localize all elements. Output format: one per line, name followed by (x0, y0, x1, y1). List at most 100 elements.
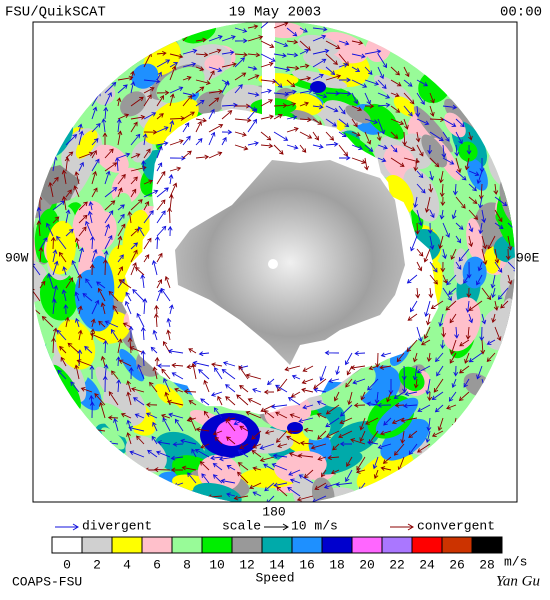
speed-patch (39, 270, 79, 321)
colorbar-tick: 10 (209, 557, 225, 572)
wind-arrow (390, 144, 398, 153)
wind-arrow (226, 492, 236, 498)
colorbar-box (381, 536, 413, 554)
colorbar-box (411, 536, 443, 554)
speed-patch (90, 255, 115, 311)
wind-arrow (239, 443, 249, 449)
wind-arrow (412, 352, 418, 363)
wind-arrow (33, 262, 41, 276)
wind-arrow (172, 441, 184, 447)
wind-arrow (116, 118, 122, 133)
wind-arrow (312, 58, 327, 68)
wind-arrow (221, 62, 237, 68)
speed-patch (216, 420, 248, 446)
wind-arrow (169, 53, 184, 59)
wind-arrow (126, 380, 132, 393)
wind-arrow (52, 249, 58, 263)
wind-arrow (117, 223, 126, 237)
wind-arrow (324, 350, 340, 356)
wind-arrow (455, 157, 462, 174)
wind-arrow (264, 429, 275, 435)
wind-arrow (225, 384, 236, 393)
wind-arrow (212, 474, 223, 484)
wind-arrow (65, 209, 71, 224)
wind-arrow (200, 443, 210, 449)
wind-arrow (208, 151, 223, 159)
wind-arrow (490, 287, 496, 299)
wind-arrow (416, 248, 424, 257)
wind-arrow (468, 183, 477, 192)
wind-arrow (338, 131, 347, 138)
wind-arrow (270, 404, 288, 409)
wind-arrow (171, 362, 184, 368)
wind-arrow (455, 170, 467, 181)
wind-arrow (156, 252, 163, 263)
wind-arrow (415, 105, 421, 118)
wind-arrow (104, 235, 113, 250)
wind-arrow (174, 418, 184, 432)
wind-arrow (77, 329, 83, 341)
wind-arrow (437, 417, 444, 432)
wind-arrow (169, 86, 184, 94)
wind-arrow (47, 273, 54, 289)
wind-arrow (377, 157, 387, 163)
colorbar-unit: m/s (504, 554, 527, 569)
wind-arrow (233, 417, 249, 426)
wind-arrow (117, 254, 124, 263)
wind-arrow (374, 391, 380, 405)
wind-arrow (284, 365, 301, 372)
speed-patch (356, 451, 414, 492)
wind-arrow (365, 417, 379, 425)
wind-arrow (273, 91, 290, 97)
wind-arrow (98, 320, 106, 328)
wind-arrow (263, 463, 275, 471)
wind-arrow (289, 478, 301, 484)
wind-arrow (390, 105, 401, 113)
wind-arrow (143, 201, 150, 211)
wind-arrow (245, 373, 262, 380)
colorbar-title: Speed (255, 570, 294, 585)
wind-arrow (192, 360, 210, 367)
wind-arrow (299, 49, 310, 55)
wind-arrow (130, 96, 144, 107)
wind-arrow (112, 305, 119, 315)
wind-arrow (166, 399, 184, 406)
wind-arrow (195, 120, 202, 133)
wind-arrow (468, 131, 473, 141)
wind-arrow (299, 117, 312, 123)
wind-arrow (436, 365, 444, 377)
wind-arrow (449, 339, 457, 355)
wind-arrow (408, 443, 418, 456)
wind-arrow (138, 226, 145, 237)
wind-arrow (214, 436, 223, 445)
wind-arrow (317, 430, 327, 440)
wind-arrow (373, 469, 379, 480)
wind-arrow (286, 144, 299, 150)
wind-arrow (208, 131, 216, 146)
wind-arrow (260, 114, 274, 120)
wind-arrow (416, 170, 424, 179)
wind-arrow (120, 412, 132, 419)
wind-arrow (222, 361, 236, 367)
wind-arrow (400, 430, 406, 444)
wind-arrow (368, 365, 379, 371)
wind-arrow (132, 397, 145, 406)
wind-arrow (299, 144, 307, 153)
wind-arrow (442, 222, 450, 238)
wind-arrow (58, 251, 67, 263)
wind-arrow (297, 453, 314, 459)
wind-arrow (441, 144, 447, 159)
wind-arrow (126, 391, 132, 406)
wind-arrow (286, 89, 297, 95)
wind-arrow (266, 378, 275, 386)
wind-arrow (344, 352, 353, 366)
wind-arrow (157, 440, 171, 446)
wind-arrow (393, 443, 405, 456)
wind-arrow (203, 379, 210, 393)
wind-arrow (403, 403, 418, 409)
wind-arrow (200, 398, 210, 406)
wind-arrow (194, 448, 210, 458)
wind-arrow (210, 455, 223, 461)
wind-arrow (182, 135, 191, 146)
wind-arrow (153, 313, 159, 328)
